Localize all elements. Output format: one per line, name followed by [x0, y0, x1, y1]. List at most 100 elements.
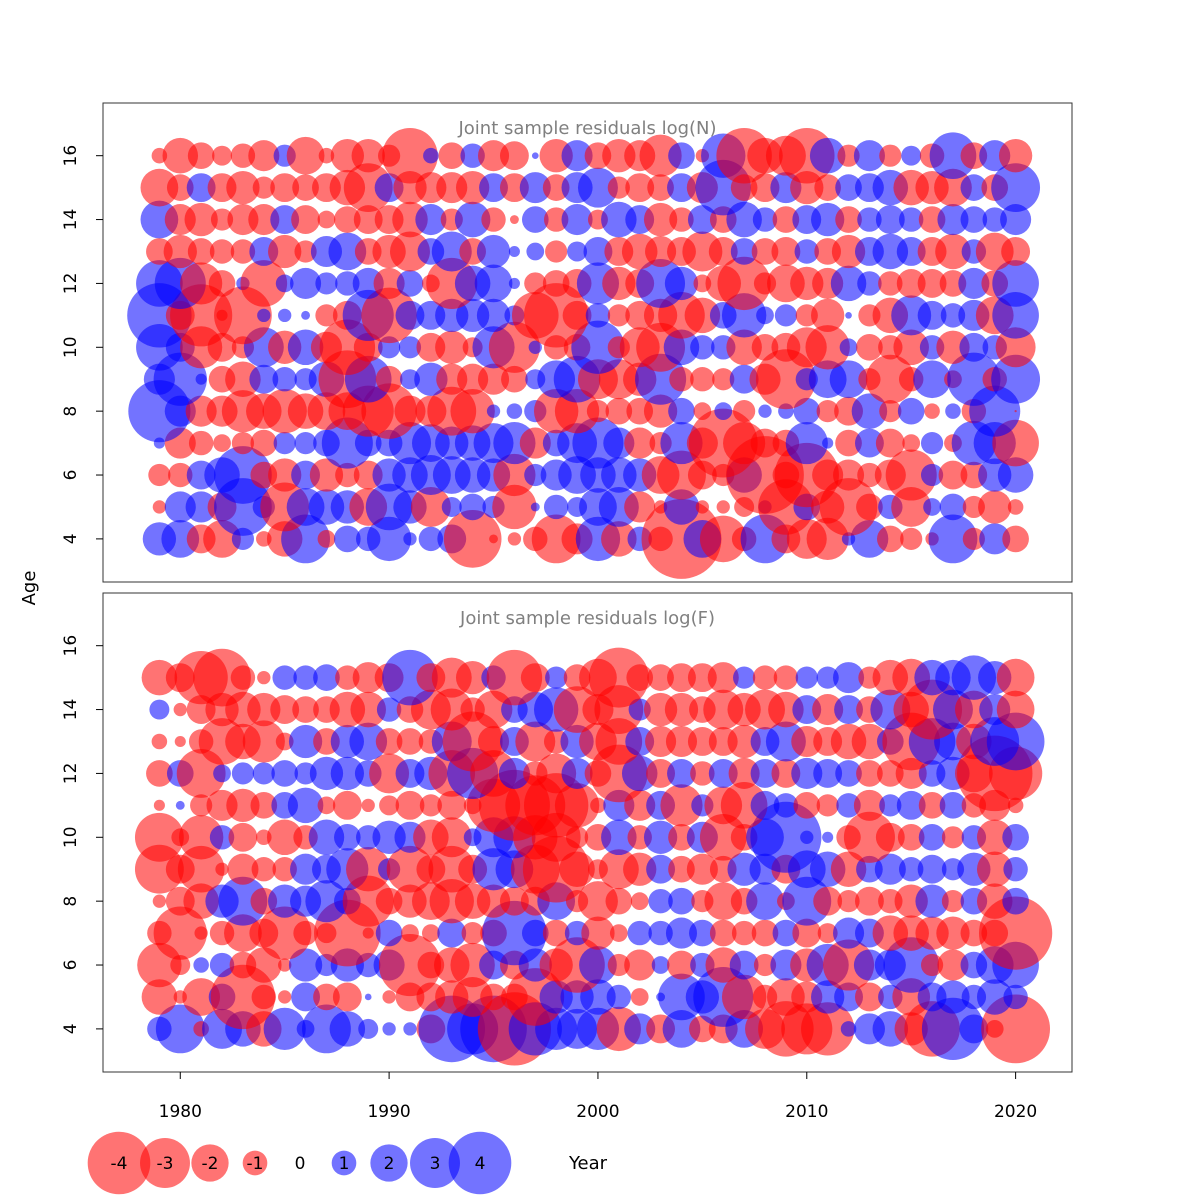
residual-bubble	[543, 494, 569, 520]
legend-label: -3	[157, 1154, 174, 1174]
residual-bubble	[590, 797, 606, 814]
residual-bubble	[480, 983, 507, 1011]
residual-bubble	[607, 304, 630, 327]
residual-bubble	[605, 397, 633, 425]
residual-bubble	[795, 666, 818, 689]
residual-bubble	[854, 886, 884, 916]
x-tick-label: 1990	[367, 1102, 410, 1122]
residual-bubble	[313, 983, 340, 1011]
residual-bubble	[378, 933, 442, 997]
residual-bubble	[947, 352, 1001, 406]
residual-bubble	[897, 397, 925, 425]
residual-bubble	[668, 887, 695, 915]
residual-bubble	[361, 287, 417, 344]
residual-bubble	[835, 429, 862, 457]
panel-frame	[102, 592, 1073, 1073]
legend-bubble	[191, 1144, 229, 1182]
residual-bubble	[162, 137, 199, 174]
residual-bubble	[712, 368, 735, 391]
residual-bubble	[856, 855, 883, 883]
y-tick-label: 14	[61, 209, 81, 231]
residual-bubble	[872, 233, 909, 270]
residual-bubble	[506, 403, 523, 419]
residual-bubble	[390, 231, 430, 272]
residual-bubble	[920, 463, 944, 487]
residual-bubble	[174, 735, 186, 748]
residual-bubble	[258, 906, 312, 960]
residual-bubble	[663, 329, 700, 366]
residual-bubble	[375, 728, 403, 755]
residual-bubble	[173, 702, 187, 717]
residual-bubble	[530, 502, 540, 512]
residual-bubble	[934, 168, 972, 207]
residual-bubble	[166, 174, 194, 201]
residual-bubble	[250, 429, 278, 457]
residual-bubble	[690, 761, 715, 786]
residual-bubble	[315, 272, 338, 295]
residual-bubble	[286, 136, 325, 175]
residual-bubble	[251, 857, 277, 882]
residual-bubble	[663, 489, 700, 525]
residual-bubble	[1002, 887, 1029, 915]
residual-bubble	[626, 664, 654, 691]
residual-bubble	[403, 1022, 417, 1036]
legend-label: 3	[430, 1154, 441, 1174]
residual-bubble	[294, 431, 317, 455]
residual-bubble	[730, 238, 758, 265]
residual-bubble	[375, 365, 403, 393]
residual-bubble	[567, 241, 588, 262]
residual-bubble	[782, 876, 832, 926]
residual-bubble	[308, 819, 345, 856]
residual-bubble	[454, 201, 491, 238]
residual-bubble	[805, 325, 850, 370]
residual-bubble	[561, 757, 593, 789]
residual-bubble	[601, 521, 637, 557]
residual-bubble	[921, 997, 985, 1060]
residual-bubble	[170, 955, 191, 976]
residual-bubble	[292, 174, 319, 201]
residual-bubble	[545, 240, 568, 263]
residual-bubble	[489, 534, 498, 544]
residual-bubble	[856, 493, 883, 521]
residual-bubble	[499, 141, 529, 171]
residual-bubble	[607, 953, 630, 977]
residual-bubble	[309, 458, 344, 492]
residual-bubble	[401, 924, 419, 942]
residual-bubble	[879, 400, 902, 423]
residual-bubble	[382, 1022, 396, 1036]
residual-bubble	[230, 665, 256, 690]
residual-bubble	[362, 927, 374, 939]
residual-bubble	[332, 982, 362, 1012]
residual-bubble	[660, 784, 703, 827]
legend-label: -2	[202, 1154, 219, 1174]
residual-bubble	[242, 720, 285, 763]
residual-bubble	[240, 260, 288, 307]
residual-bubble	[978, 490, 1012, 524]
y-tick-label: 12	[61, 273, 81, 295]
residual-bubble	[800, 830, 814, 844]
residual-bubble	[476, 234, 511, 269]
residual-bubble	[272, 665, 297, 690]
residual-bubble	[936, 916, 970, 950]
residual-bubble	[461, 921, 484, 945]
residual-bubble	[554, 388, 600, 434]
residual-bubble	[708, 237, 738, 266]
residual-bubble	[226, 788, 260, 823]
residual-bubble	[643, 820, 678, 854]
residual-bubble	[431, 231, 472, 272]
y-tick-label: 6	[61, 960, 81, 971]
residual-bubble	[268, 234, 302, 269]
residual-bubble	[938, 460, 968, 490]
residual-bubble	[915, 884, 949, 918]
y-tick-label: 14	[61, 699, 81, 721]
residual-bubble	[607, 176, 630, 199]
residual-bubble	[452, 976, 493, 1017]
residual-bubble	[313, 664, 340, 691]
residual-bubble	[230, 143, 256, 168]
y-tick-label: 16	[61, 145, 81, 167]
residual-bubble	[819, 478, 878, 536]
residual-bubble	[816, 666, 839, 689]
panel-frame	[102, 102, 1073, 583]
residual-bubble	[270, 173, 300, 203]
